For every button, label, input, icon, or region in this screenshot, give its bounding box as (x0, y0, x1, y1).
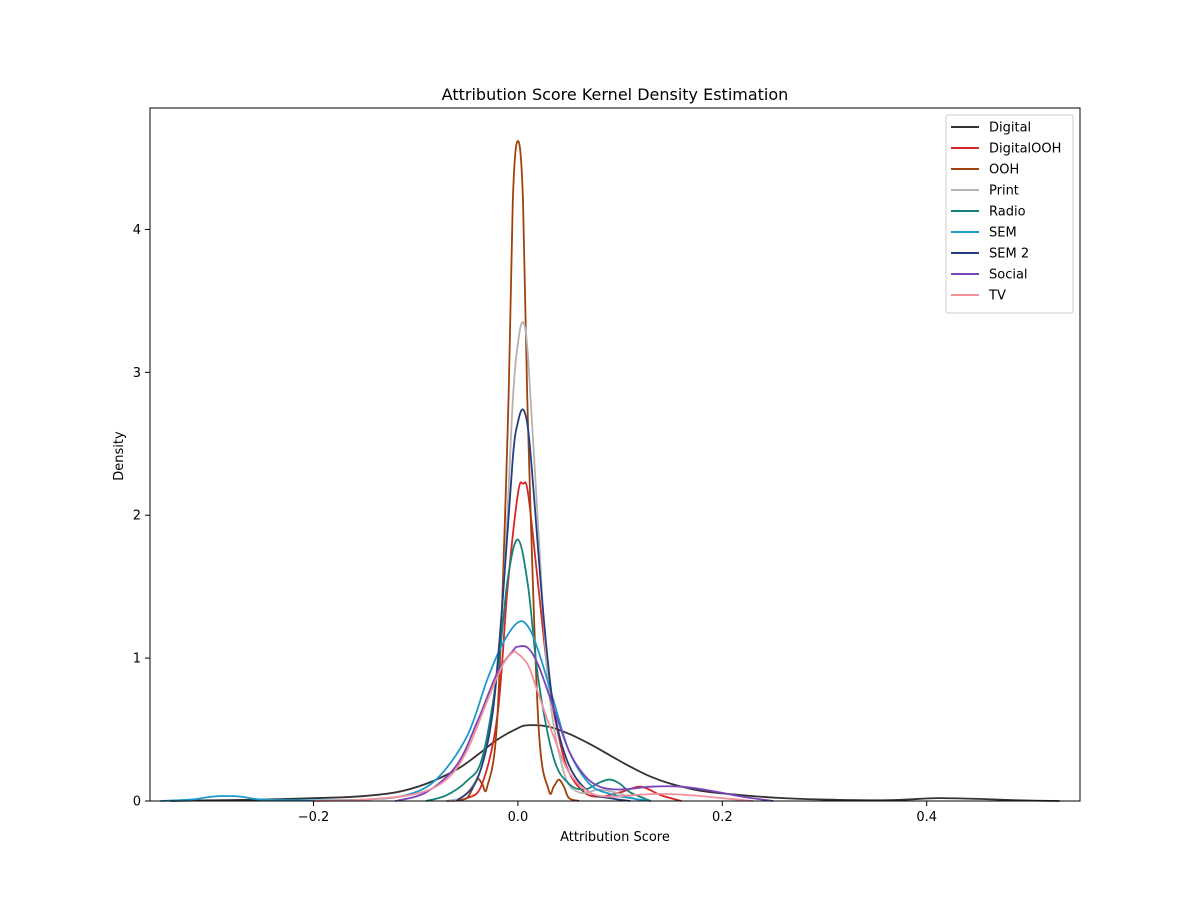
series-line-digital (170, 724, 1060, 802)
legend-item-ooh: OOH (951, 163, 1019, 178)
legend: Digital DigitalOOH OOH Print Radio SEM SEM 2 So… (945, 114, 1074, 314)
legend-item-sem-2: SEM 2 (951, 247, 1029, 262)
legend-item-tv: TV (951, 289, 1006, 304)
legend-label: SEM (989, 226, 1017, 241)
legend-item-sem: SEM (951, 226, 1017, 241)
legend-box (945, 114, 1074, 314)
series-line-ooh (451, 139, 580, 802)
y-tick-label: 0 (133, 795, 141, 810)
x-tick-label: 0.0 (508, 810, 529, 825)
legend-item-digitalooh: DigitalOOH (951, 142, 1061, 157)
series-line-radio (425, 538, 652, 802)
series-layer (160, 139, 1060, 802)
legend-label: SEM 2 (989, 247, 1029, 262)
legend-item-digital: Digital (951, 121, 1031, 136)
legend-item-print: Print (951, 184, 1019, 199)
series-line-sem (160, 620, 651, 802)
x-tick-label: −0.2 (298, 810, 330, 825)
series-line-social (395, 645, 774, 802)
x-tick-label: 0.4 (916, 810, 937, 825)
y-axis-label: Density (112, 431, 127, 481)
legend-label: Print (989, 184, 1019, 199)
plot-frame (149, 107, 1081, 802)
y-tick-label: 3 (133, 366, 141, 381)
x-axis: −0.2 0.0 0.2 0.4 (298, 801, 937, 825)
chart-title: Attribution Score Kernel Density Estimat… (442, 85, 789, 104)
plot-area (149, 107, 1081, 802)
series-line-sem-2 (455, 408, 631, 802)
legend-label: Radio (989, 205, 1026, 220)
y-tick-label: 2 (133, 509, 141, 524)
x-tick-label: 0.2 (712, 810, 733, 825)
legend-item-radio: Radio (951, 205, 1026, 220)
x-axis-label: Attribution Score (560, 830, 670, 845)
legend-label: DigitalOOH (989, 142, 1061, 157)
legend-label: OOH (989, 163, 1019, 178)
legend-label: Social (989, 268, 1028, 283)
series-line-tv (313, 650, 754, 802)
legend-label: TV (988, 289, 1006, 304)
legend-item-social: Social (951, 268, 1028, 283)
y-tick-label: 1 (133, 652, 141, 667)
legend-label: Digital (989, 121, 1031, 136)
y-tick-label: 4 (133, 223, 141, 238)
y-axis: 0 1 2 3 4 (133, 223, 150, 810)
